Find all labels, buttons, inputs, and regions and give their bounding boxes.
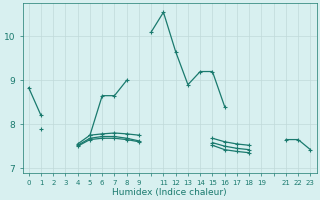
X-axis label: Humidex (Indice chaleur): Humidex (Indice chaleur) [112, 188, 227, 197]
